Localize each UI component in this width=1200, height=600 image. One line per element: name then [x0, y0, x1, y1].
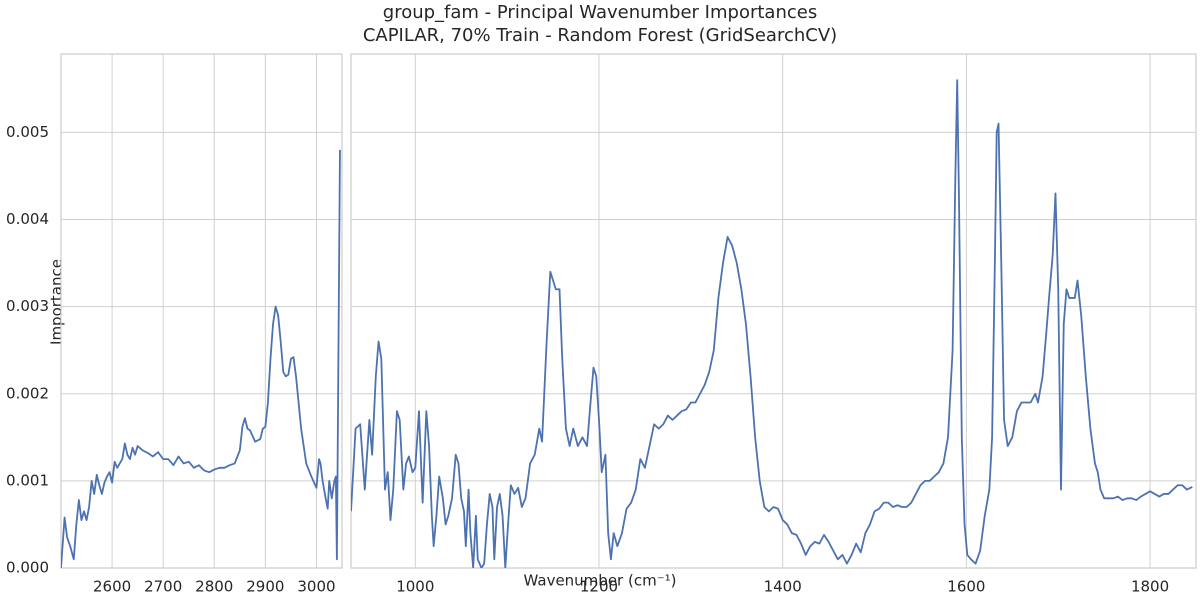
- x-tick-label: 3000: [297, 578, 335, 596]
- y-tick-label: 0.003: [6, 297, 49, 315]
- data-line: [351, 79, 1193, 568]
- chart-title: group_fam - Principal Wavenumber Importa…: [383, 2, 817, 23]
- y-tick-label: 0.001: [6, 471, 49, 489]
- data-line: [61, 149, 341, 568]
- x-tick-label: 1000: [396, 578, 434, 596]
- y-tick-label: 0.000: [6, 559, 49, 577]
- x-tick-label: 2900: [246, 578, 284, 596]
- y-tick-label: 0.004: [6, 210, 49, 228]
- panel-frame: [60, 53, 343, 569]
- x-tick-label: 1400: [764, 578, 802, 596]
- y-tick-label: 0.005: [6, 123, 49, 141]
- panel-frame: [350, 53, 1197, 569]
- x-tick-label: 1800: [1131, 578, 1169, 596]
- y-axis-label: Importance: [48, 259, 66, 345]
- x-tick-label: 2800: [195, 578, 233, 596]
- x-tick-label: 1200: [580, 578, 618, 596]
- x-axis-label: Wavenumber (cm⁻¹): [524, 572, 677, 590]
- x-tick-label: 1600: [947, 578, 985, 596]
- x-tick-label: 2600: [93, 578, 131, 596]
- y-tick-label: 0.002: [6, 384, 49, 402]
- x-tick-label: 2700: [144, 578, 182, 596]
- chart-subtitle: CAPILAR, 70% Train - Random Forest (Grid…: [363, 25, 837, 46]
